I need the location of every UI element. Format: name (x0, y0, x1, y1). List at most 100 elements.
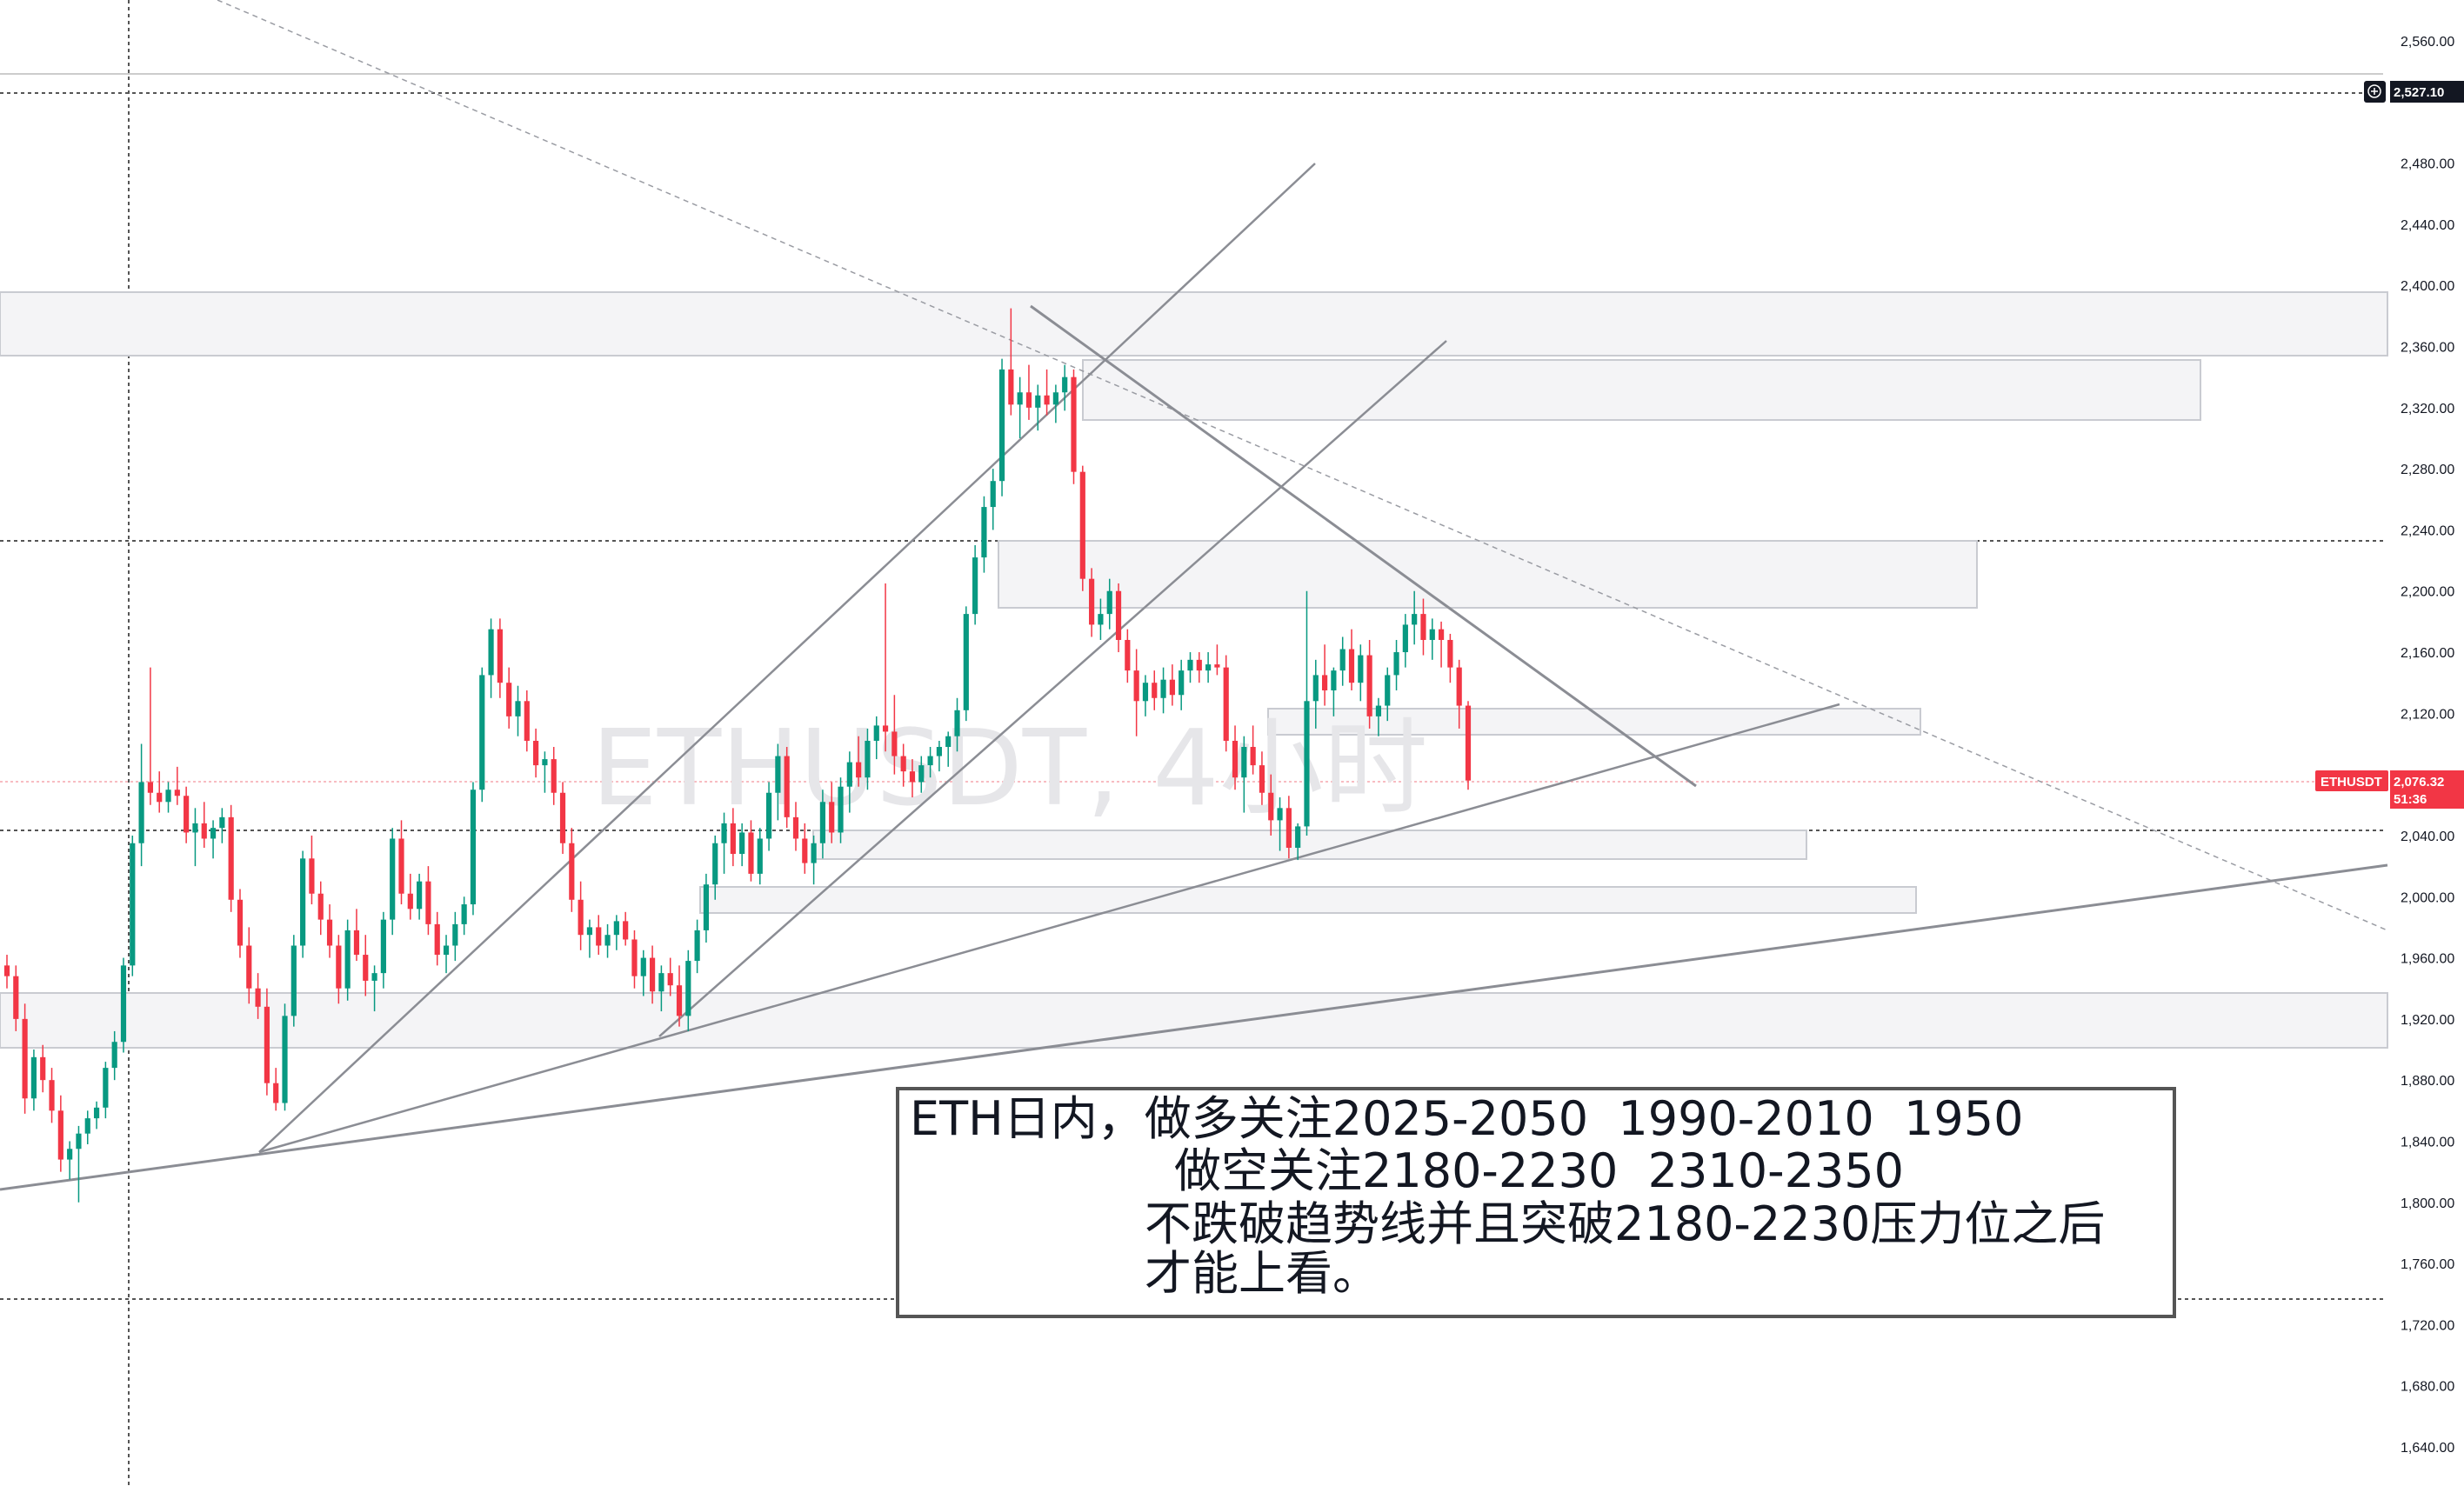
candle-down (246, 945, 252, 989)
candle-down (596, 927, 602, 946)
candle-up (344, 930, 351, 989)
candle-up (658, 973, 664, 992)
candle-up (981, 507, 987, 558)
candle-up (84, 1118, 90, 1134)
price-axis-tick: 1,920.00 (2401, 1013, 2454, 1028)
candle-down (784, 756, 790, 817)
candle-down (1125, 639, 1131, 671)
candle-up (1385, 675, 1391, 706)
candle-up (461, 904, 467, 924)
candle-up (1429, 629, 1435, 640)
candle-down (157, 792, 163, 803)
candle-down (264, 1006, 270, 1083)
crosshair-price-tag[interactable]: 2,527.10 (2364, 81, 2464, 103)
price-axis-tick: 2,440.00 (2401, 218, 2454, 233)
candle-up (694, 930, 700, 962)
candle-down (3, 965, 10, 976)
candle-up (1331, 670, 1337, 690)
candle-up (192, 823, 198, 833)
candle-down (667, 973, 673, 986)
candle-up (1304, 701, 1310, 827)
candle-up (998, 369, 1005, 482)
candle-down (228, 816, 234, 900)
candle-up (1160, 679, 1166, 698)
price-axis-tick: 2,280.00 (2401, 463, 2454, 477)
candle-down (434, 923, 440, 956)
candle-down (1322, 675, 1328, 690)
candle-up (1205, 664, 1212, 671)
candle-up (111, 1042, 117, 1069)
current-price-tag: ETHUSDT 2,076.32 51:36 (2315, 770, 2464, 809)
candle-down (1079, 471, 1085, 579)
candle-up (918, 765, 925, 783)
candle-down (273, 1083, 279, 1103)
price-axis[interactable]: 2,560.00 2,480.00 2,440.00 2,400.00 2,360.00… (2401, 35, 2454, 1456)
candle-up (1412, 614, 1418, 625)
candle-up (640, 957, 646, 976)
candle-down (748, 832, 754, 874)
candle-up (765, 792, 772, 839)
analysis-note-box: ETH日内，做多关注2025-2050 1990-2010 1950 做空关注2… (896, 1087, 2176, 1318)
candle-down (1348, 649, 1355, 683)
candle-down (1250, 747, 1256, 766)
candle-down (398, 838, 404, 894)
trend-lines (0, 0, 2388, 1191)
price-axis-tick: 2,120.00 (2401, 707, 2454, 722)
candle-down (676, 985, 683, 1016)
candle-up (936, 747, 942, 756)
price-axis-tick: 1,640.00 (2401, 1441, 2454, 1456)
candle-up (443, 945, 450, 956)
candle-down (49, 1080, 55, 1111)
price-axis-tick: 2,480.00 (2401, 157, 2454, 172)
candle-down (559, 792, 566, 843)
candle-up (1241, 747, 1247, 778)
candle-up (103, 1068, 109, 1108)
candle-down (1152, 683, 1158, 698)
candle-up (990, 481, 996, 508)
candle-down (336, 945, 342, 989)
candle-down (533, 740, 539, 766)
candle-down (201, 823, 207, 839)
candle-down (792, 816, 799, 839)
price-axis-tick: 2,400.00 (2401, 279, 2454, 294)
candle-up (120, 965, 127, 1043)
candle-up (479, 675, 485, 790)
candle-up (838, 786, 844, 833)
candle-down (1223, 667, 1229, 741)
candle-up (1052, 392, 1058, 405)
candle-up (963, 614, 969, 710)
candle-up (1142, 683, 1149, 702)
candle-down (1169, 679, 1175, 696)
price-axis-tick: 1,680.00 (2401, 1380, 2454, 1395)
candle-up (300, 858, 306, 946)
candle-up (1098, 614, 1104, 625)
candle-up (865, 740, 871, 778)
candle-down (909, 771, 916, 783)
candle-up (1062, 376, 1068, 393)
candle-down (497, 629, 503, 683)
price-axis-tick: 2,000.00 (2401, 890, 2454, 905)
candle-down (363, 955, 369, 981)
candle-up (1375, 705, 1382, 716)
candle-down (649, 957, 656, 992)
candle-down (569, 843, 575, 900)
price-axis-tick: 2,040.00 (2401, 830, 2454, 844)
candle-down (147, 782, 153, 793)
plus-circle-icon[interactable] (2367, 84, 2381, 98)
crosshair-price-value: 2,527.10 (2394, 85, 2444, 100)
price-axis-tick: 1,720.00 (2401, 1318, 2454, 1333)
candle-down (882, 725, 889, 732)
candle-up (757, 838, 763, 874)
candle-down (425, 881, 431, 924)
current-price-value: 2,076.32 (2394, 775, 2444, 790)
note-line-1: ETH日内，做多关注2025-2050 1990-2010 1950 (910, 1091, 2024, 1146)
candle-up (1187, 659, 1193, 671)
candle-down (1366, 655, 1372, 716)
candle-down (1133, 670, 1139, 702)
candle-up (712, 843, 718, 885)
candle-up (371, 973, 377, 981)
candle-up (1179, 670, 1185, 696)
note-line-3: 不跌破趋势线并且突破2180-2230压力位之后 (1145, 1196, 2106, 1251)
candle-up (282, 1016, 288, 1103)
